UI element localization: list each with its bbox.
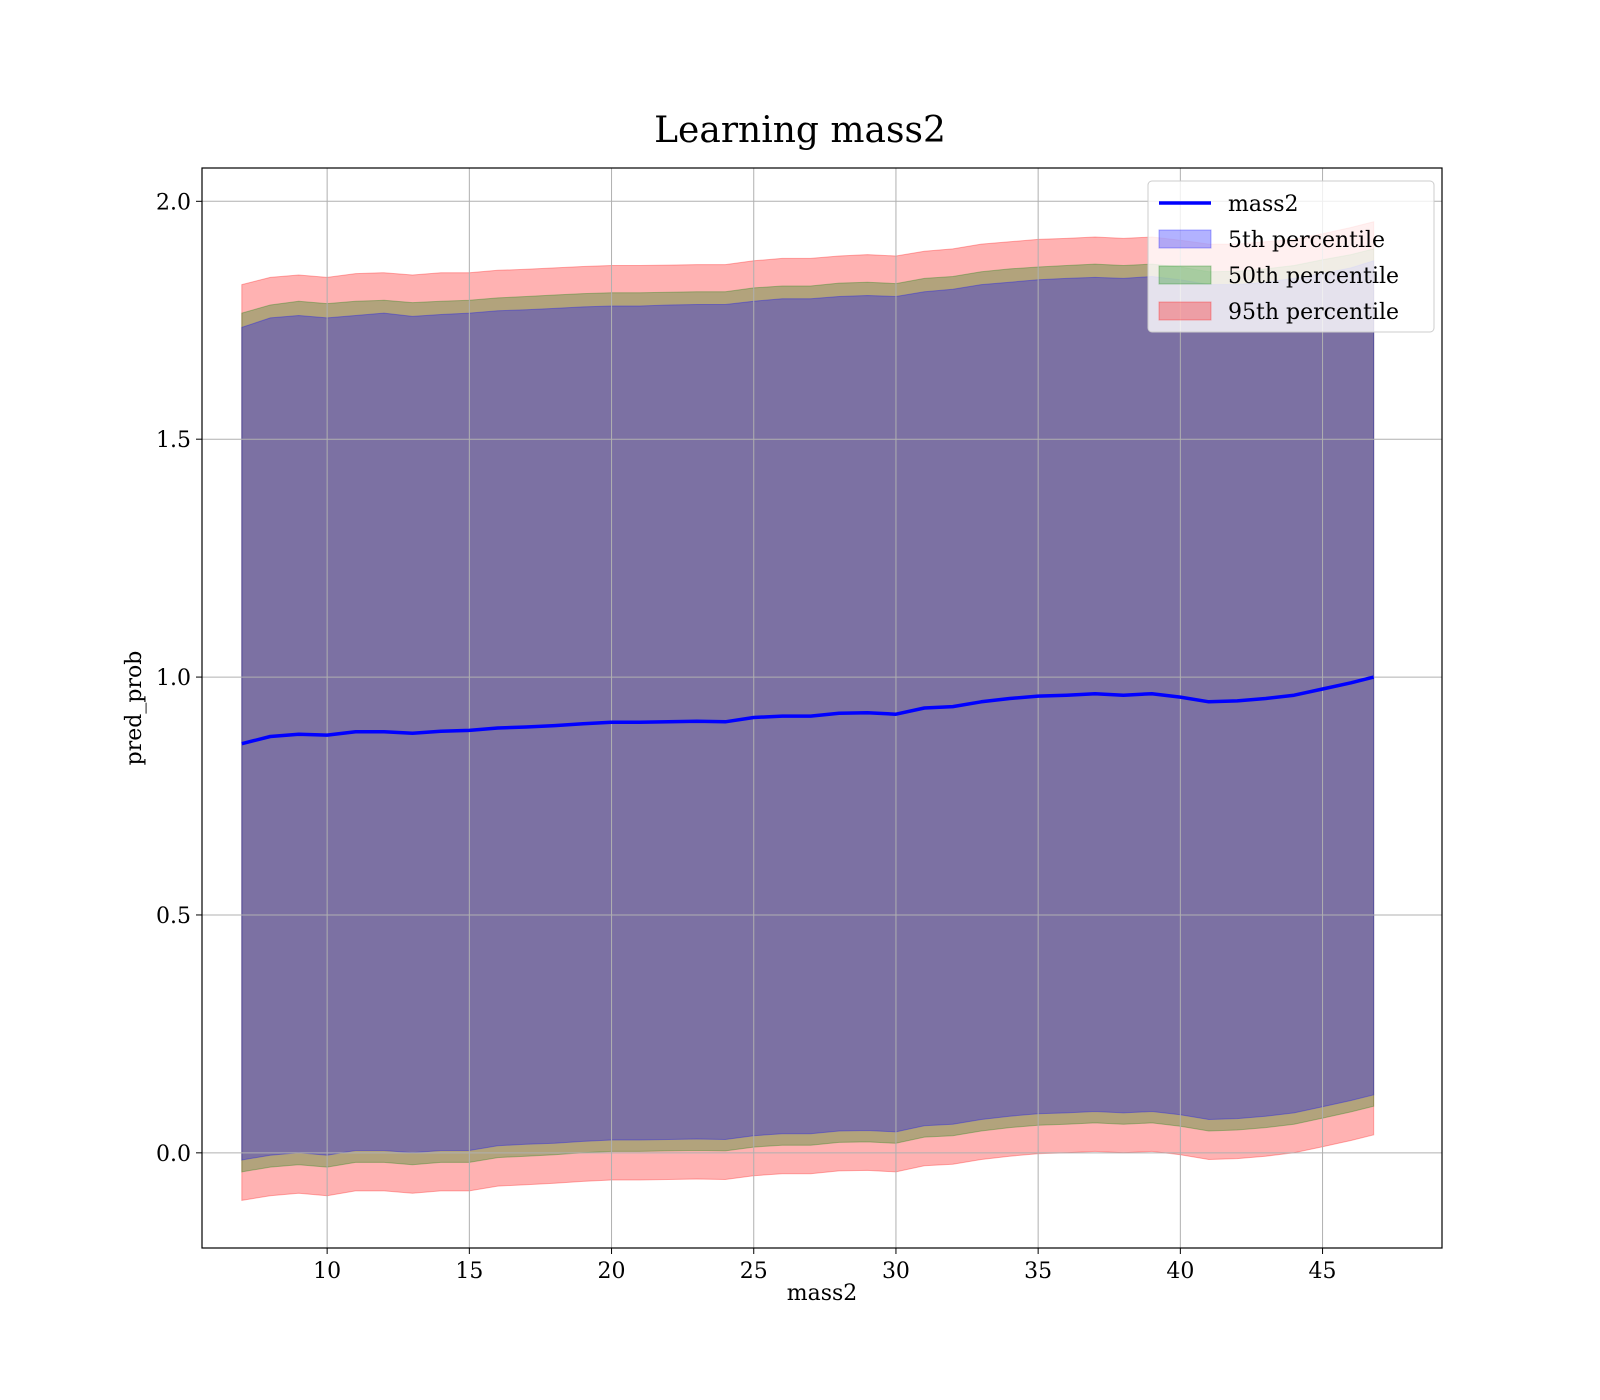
y-tick-label: 1.0 [156, 666, 191, 691]
legend-box [1147, 180, 1435, 333]
band-95th [241, 221, 1375, 1201]
y-tick-label: 0.5 [156, 904, 191, 929]
legend: mass2 5th percentile 50th percentile 95th p… [1147, 180, 1435, 333]
plot-area: 10 15 20 25 30 35 40 45 0.0 0.5 1.0 1.5 2.0 [156, 167, 1443, 1284]
y-tick-label: 2.0 [156, 190, 191, 215]
x-axis-label: mass2 [787, 1281, 858, 1306]
x-tick-label: 45 [1309, 1259, 1337, 1284]
legend-swatch-patch [1158, 229, 1212, 249]
legend-swatch-patch [1158, 265, 1212, 285]
x-tick-label: 20 [598, 1259, 626, 1284]
axes-frame [201, 167, 1443, 1249]
x-tick-label: 25 [740, 1259, 768, 1284]
series-line-mass2 [241, 675, 1375, 746]
x-tick-label: 40 [1166, 1259, 1194, 1284]
legend-swatch-patch [1158, 301, 1212, 321]
x-tick-label: 30 [882, 1259, 910, 1284]
x-tick-label: 10 [313, 1259, 341, 1284]
x-tick-label: 35 [1024, 1259, 1052, 1284]
legend-label: 95th percentile [1228, 300, 1399, 325]
y-tick-label: 0.0 [156, 1142, 191, 1167]
y-tick-label: 1.5 [156, 428, 191, 453]
legend-label: 5th percentile [1228, 228, 1385, 253]
y-axis-label: pred_prob [122, 651, 147, 766]
band-50th [241, 248, 1375, 1173]
chart-title: Learning mass2 [654, 110, 946, 151]
x-tick-label: 15 [455, 1259, 483, 1284]
legend-label: mass2 [1228, 192, 1299, 217]
legend-label: 50th percentile [1228, 264, 1399, 289]
band-5th [241, 260, 1375, 1161]
